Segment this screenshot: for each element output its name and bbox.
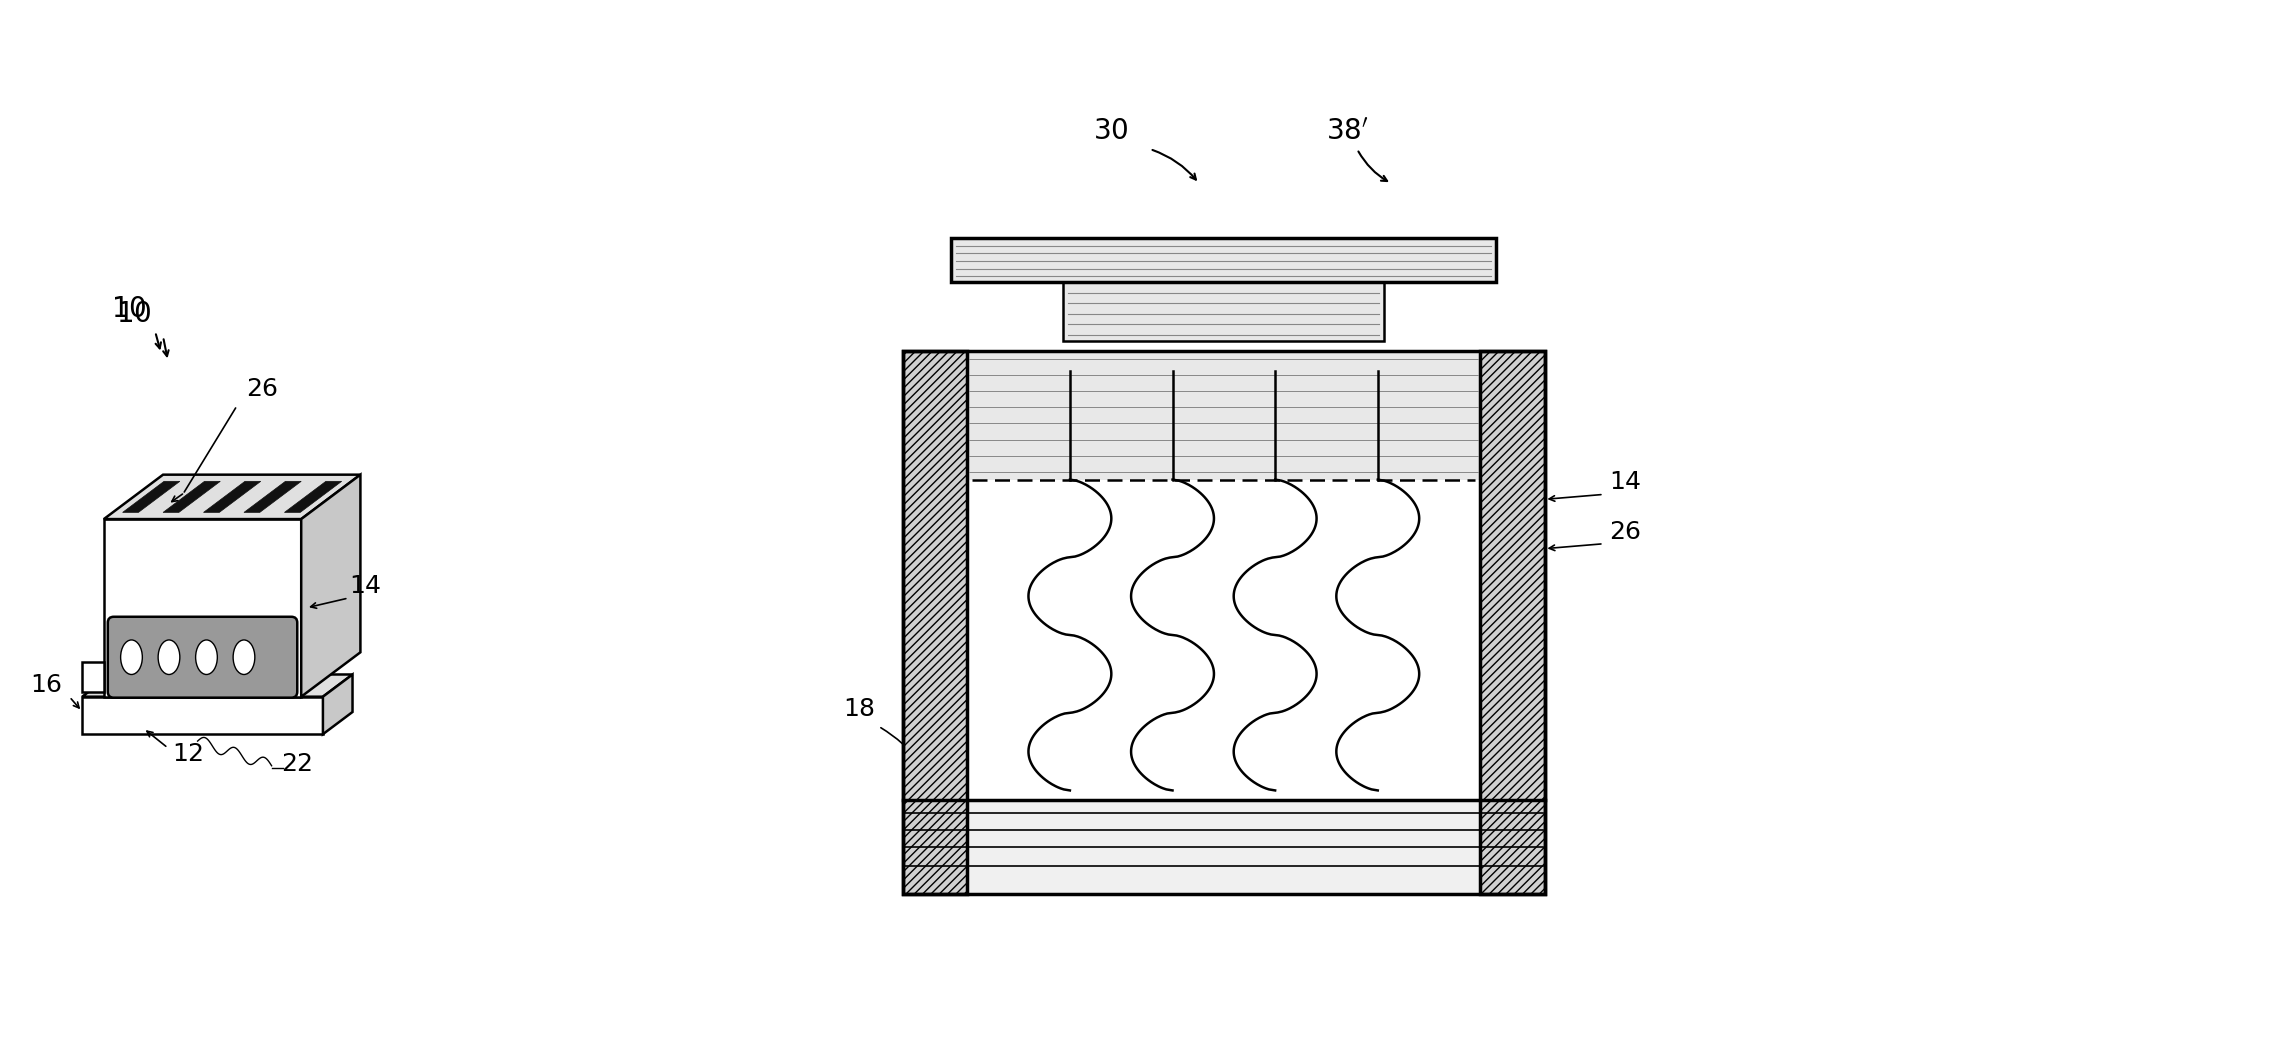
Polygon shape (1064, 282, 1384, 342)
Polygon shape (284, 481, 341, 512)
Polygon shape (82, 662, 105, 691)
Text: $10$: $10$ (111, 296, 145, 323)
Ellipse shape (120, 640, 143, 675)
Text: $14$: $14$ (350, 575, 382, 598)
Polygon shape (968, 351, 1480, 800)
Text: $26$: $26$ (245, 378, 277, 401)
Polygon shape (164, 481, 220, 512)
Polygon shape (902, 351, 968, 894)
Polygon shape (902, 800, 1546, 894)
Polygon shape (950, 238, 1496, 282)
Ellipse shape (195, 640, 218, 675)
Polygon shape (105, 519, 302, 697)
Polygon shape (123, 481, 180, 512)
Polygon shape (302, 474, 361, 697)
Text: $26$: $26$ (1609, 520, 1641, 543)
Polygon shape (1480, 351, 1546, 894)
Polygon shape (205, 481, 261, 512)
Text: $14$: $14$ (1609, 471, 1641, 494)
Text: $16$: $16$ (30, 673, 64, 697)
Ellipse shape (234, 640, 255, 675)
Text: $18$: $18$ (843, 699, 875, 722)
FancyBboxPatch shape (107, 617, 298, 698)
Text: $30$: $30$ (1093, 119, 1127, 145)
Polygon shape (82, 697, 323, 734)
Ellipse shape (159, 640, 180, 675)
Text: $10$: $10$ (116, 301, 152, 327)
Text: $22$: $22$ (280, 753, 311, 775)
Polygon shape (82, 675, 352, 697)
Polygon shape (968, 351, 1480, 479)
Text: $38'$: $38'$ (1325, 119, 1368, 145)
Polygon shape (323, 675, 352, 734)
Text: $12$: $12$ (173, 743, 202, 766)
Polygon shape (105, 474, 361, 519)
Polygon shape (243, 481, 302, 512)
